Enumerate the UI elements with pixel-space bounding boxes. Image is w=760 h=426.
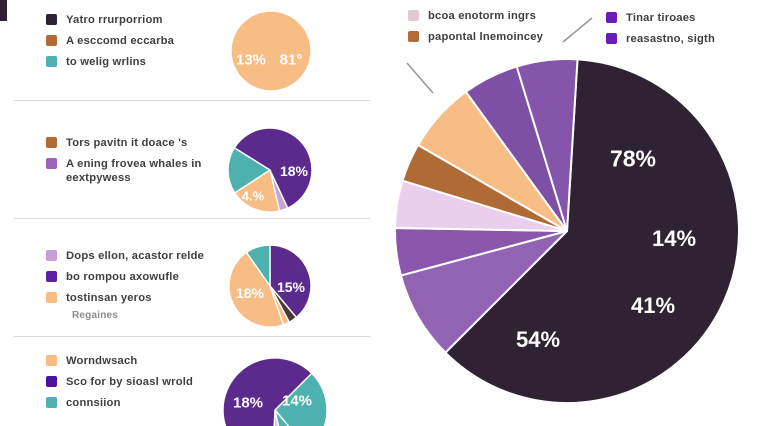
pie-value-label: 18% — [233, 394, 263, 411]
mini-pie-2-slice-teal — [227, 147, 271, 194]
legend-item: Tinar tiroaes — [606, 11, 715, 25]
legend-color-chip — [606, 33, 617, 44]
mini-pie-2: 18% 4.% — [227, 127, 313, 213]
legend-group: Tors pavitn it doace 's A ening frovea wh… — [46, 136, 206, 192]
legend-color-chip — [606, 12, 617, 23]
legend-label: Regaines — [72, 310, 119, 321]
legend-group: Worndwsach Sco for by sioasl wrold connsii… — [46, 354, 193, 417]
mini-pie-3: 15% 18% — [228, 244, 312, 328]
legend-item: A esccomd eccarba — [46, 34, 174, 48]
legend-color-chip — [46, 355, 57, 366]
legend-label: bo rompou axowufle — [66, 271, 179, 283]
pie-value-label: 78% — [610, 145, 656, 171]
legend-item: bo rompou axowufle — [46, 270, 204, 284]
mini-pie-3-slice-purple — [269, 244, 312, 319]
pie-value-label: 13% — [236, 51, 266, 68]
mini-pie-4: 18% 14% — [222, 357, 328, 426]
corner-mark — [0, 0, 7, 21]
pie-value-label: 41% — [631, 293, 675, 318]
legend-label: reasastno, sigth — [626, 33, 715, 45]
legend-color-chip — [46, 14, 57, 25]
legend-label: Tors pavitn it doace 's — [66, 137, 188, 149]
legend-item: papontal lnemoincey — [408, 30, 543, 44]
legend-label: Tinar tiroaes — [626, 12, 696, 24]
legend-color-chip — [46, 56, 57, 67]
legend-item: tostinsan yeros — [46, 291, 204, 305]
legend-item: to welig wrlins — [46, 55, 174, 69]
legend-item: A ening frovea whales in eextpywess — [46, 157, 206, 185]
section-divider — [14, 218, 370, 219]
legend-group: Tinar tiroaes reasastno, sigth — [606, 11, 715, 53]
legend-color-chip — [46, 137, 57, 148]
mini-pie-4-slice-teal — [274, 372, 328, 426]
legend-group: bcoa enotorm ingrs papontal lnemoincey — [408, 9, 543, 51]
mini-pie-1-slice-orange — [230, 10, 312, 92]
legend-label: A ening frovea whales in eextpywess — [66, 158, 202, 184]
pie-value-label: 18% — [280, 163, 309, 179]
pie-value-label: 4.% — [242, 189, 265, 204]
main-pie: 78% 14% 41% 54% — [394, 58, 740, 404]
main-pie-slice-dark — [444, 58, 740, 404]
mini-pie-4-slice-teal-2 — [274, 409, 290, 426]
mini-pie-2-slice-purple — [233, 127, 313, 209]
mini-pie-3-slice-orange — [228, 251, 285, 328]
legend-item: reasastno, sigth — [606, 32, 715, 46]
mini-pie-4-slice-purple — [222, 357, 313, 426]
legend-color-chip — [408, 31, 419, 42]
pie-value-label: 14% — [282, 392, 312, 409]
legend-label: Sco for by sioasl wrold — [66, 376, 194, 388]
legend-group: Yatro rrurporriom A esccomd eccarba to wel… — [46, 13, 174, 76]
legend-label: tostinsan yeros — [66, 292, 152, 304]
legend-color-chip — [46, 376, 57, 387]
legend-item: connsiion — [46, 396, 193, 410]
legend-item: Sco for by sioasl wrold — [46, 375, 193, 389]
legend-color-chip — [46, 158, 57, 169]
legend-label: Yatro rrurporriom — [66, 14, 163, 26]
pie-value-label: 81° — [280, 51, 303, 68]
pie-value-label: 18% — [236, 285, 265, 301]
legend-color-chip — [46, 271, 57, 282]
main-pie-slice-purple-a — [399, 230, 568, 354]
leader-line — [562, 17, 593, 43]
legend-label: connsiion — [66, 397, 121, 409]
legend-item: Yatro rrurporriom — [46, 13, 174, 27]
legend-label: to welig wrlins — [66, 56, 147, 68]
legend-color-chip — [46, 292, 57, 303]
main-pie-slice-purple-d — [515, 58, 579, 232]
legend-item: Worndwsach — [46, 354, 193, 368]
mini-pie-3-slice-teal — [245, 244, 271, 287]
legend-color-chip — [46, 250, 57, 261]
section-divider — [14, 336, 370, 337]
legend-color-chip — [408, 10, 419, 21]
mini-pie-2-slice-orange — [234, 169, 281, 213]
legend-label: Dops ellon, acastor relde — [66, 250, 205, 262]
legend-subnote: Regaines — [72, 310, 204, 323]
legend-item: Dops ellon, acastor relde — [46, 249, 204, 263]
legend-label: papontal lnemoincey — [428, 31, 544, 43]
section-divider — [14, 100, 370, 101]
legend-color-chip — [46, 35, 57, 46]
legend-item: bcoa enotorm ingrs — [408, 9, 543, 23]
legend-label: bcoa enotorm ingrs — [428, 10, 537, 22]
legend-color-chip — [46, 397, 57, 408]
legend-label: A esccomd eccarba — [66, 35, 175, 47]
legend-label: Worndwsach — [66, 355, 138, 367]
mini-pie-1: 13% 81° — [230, 10, 312, 92]
pie-value-label: 15% — [277, 279, 306, 295]
pie-value-label: 14% — [652, 226, 696, 251]
legend-group: Dops ellon, acastor relde bo rompou axowu… — [46, 249, 204, 330]
legend-item: Tors pavitn it doace 's — [46, 136, 206, 150]
pie-value-label: 54% — [516, 327, 560, 352]
